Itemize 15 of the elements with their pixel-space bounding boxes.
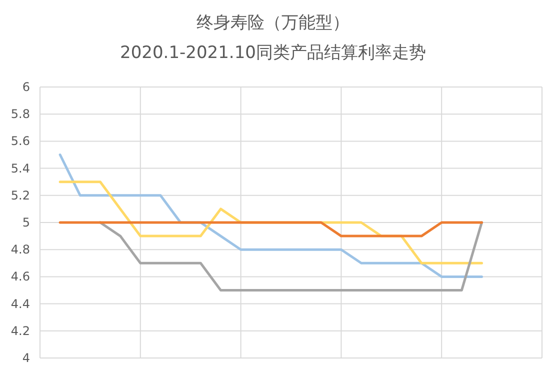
line-series [98,221,484,292]
y-tick-label: 5.2 [10,188,30,202]
y-tick-label: 4.8 [10,242,30,257]
y-tick-label: 4.6 [10,270,30,284]
line-series [58,154,484,278]
y-tick-label: 6 [22,80,30,94]
y-tick-label: 4.2 [10,324,30,338]
y-tick-label: 5.6 [10,134,30,148]
chart-subtitle: 2020.1-2021.10同类产品结算利率走势 [120,43,426,63]
y-tick-label: 4.4 [10,296,30,311]
chart-title: 终身寿险（万能型） [196,13,350,33]
y-tick-label: 4 [22,351,30,365]
y-tick-label: 5.8 [10,107,30,122]
y-tick-label: 5 [22,216,30,230]
y-tick-label: 5.4 [10,161,30,176]
